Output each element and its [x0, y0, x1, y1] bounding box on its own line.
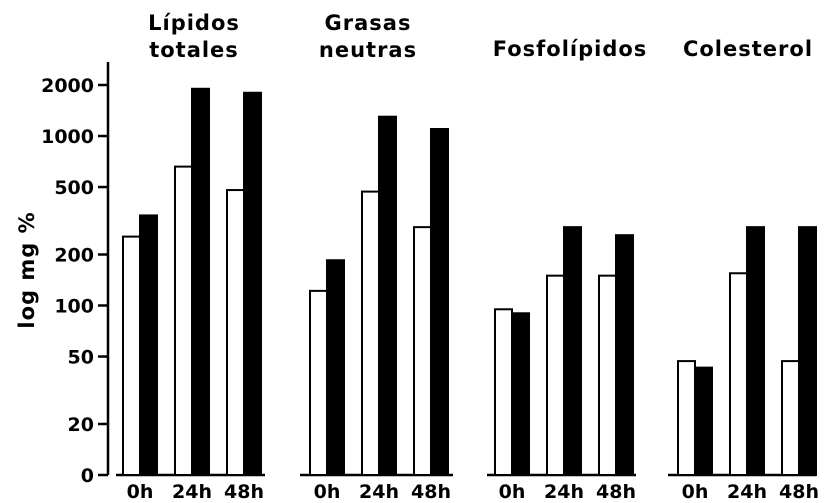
x-tick-label: 24h	[544, 481, 584, 503]
bar-black	[563, 226, 582, 476]
bar-white	[781, 360, 800, 477]
bar-black	[694, 366, 713, 476]
x-tick-label: 24h	[727, 481, 767, 503]
y-tick-label: 200	[54, 244, 94, 266]
bar-white	[226, 189, 245, 476]
bar-black	[326, 259, 345, 476]
group-title: Grasas	[325, 11, 412, 35]
y-tick-label: 1000	[41, 126, 94, 148]
group-title: neutras	[319, 38, 417, 62]
group-title: Colesterol	[683, 37, 813, 61]
y-tick-label: 20	[68, 414, 94, 436]
x-tick-label: 24h	[172, 481, 212, 503]
y-tick-label: 0	[81, 465, 94, 487]
bar-white	[494, 308, 513, 476]
bar-white	[677, 360, 696, 477]
x-tick-label: 24h	[359, 481, 399, 503]
bar-black	[511, 312, 530, 476]
bar-black	[243, 91, 262, 477]
x-tick-label: 48h	[596, 481, 636, 503]
y-tick-label: 500	[54, 177, 94, 199]
group-title: Lípidos	[148, 11, 240, 35]
x-tick-label: 48h	[224, 481, 264, 503]
bar-white	[413, 226, 432, 476]
group-title: Fosfolípidos	[493, 37, 648, 61]
bar-white	[729, 272, 748, 476]
bar-white	[122, 235, 141, 476]
x-tick-label: 0h	[682, 481, 709, 503]
bar-black	[746, 226, 765, 476]
bar-black	[191, 87, 210, 477]
bar-black	[378, 115, 397, 476]
bar-black	[615, 234, 634, 476]
y-axis-label: log mg %	[15, 211, 39, 328]
x-tick-label: 48h	[779, 481, 819, 503]
bar-white	[309, 289, 328, 477]
bar-black	[139, 214, 158, 476]
bar-black	[430, 128, 449, 477]
bar-white	[361, 190, 380, 476]
y-tick-label: 50	[68, 347, 94, 369]
x-tick-label: 0h	[499, 481, 526, 503]
bar-white	[174, 165, 193, 476]
x-tick-label: 0h	[127, 481, 154, 503]
bar-white	[546, 274, 565, 476]
y-tick-label: 2000	[41, 75, 94, 97]
x-tick-label: 48h	[411, 481, 451, 503]
bar-white	[598, 274, 617, 476]
bar-black	[798, 226, 817, 476]
y-tick-label: 100	[54, 296, 94, 318]
x-tick-label: 0h	[314, 481, 341, 503]
group-title: totales	[149, 38, 239, 62]
